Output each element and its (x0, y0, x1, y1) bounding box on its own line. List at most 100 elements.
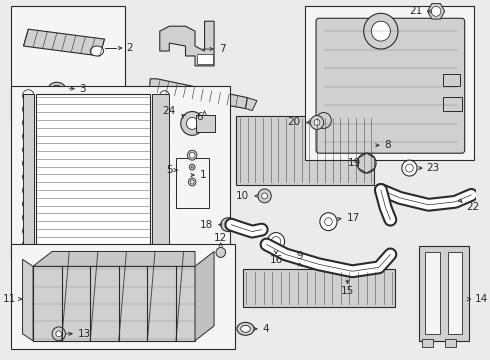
Bar (11, 86, 230, 260)
Bar (152, 94, 170, 247)
Circle shape (23, 130, 34, 142)
Text: 23: 23 (427, 163, 440, 173)
Circle shape (23, 171, 34, 183)
Circle shape (310, 116, 324, 129)
Circle shape (187, 150, 197, 160)
Bar (422, 339, 433, 347)
Circle shape (56, 331, 62, 337)
Bar (176, 158, 209, 208)
Text: 5: 5 (167, 165, 173, 175)
Circle shape (189, 164, 195, 170)
Circle shape (324, 218, 332, 226)
Circle shape (160, 212, 170, 222)
Text: 13: 13 (78, 329, 91, 339)
Bar (419, 247, 468, 341)
Text: 10: 10 (236, 191, 249, 201)
Circle shape (357, 153, 376, 173)
Text: 22: 22 (466, 202, 480, 212)
Bar (243, 269, 395, 307)
Text: 19: 19 (347, 158, 361, 168)
Circle shape (23, 117, 34, 129)
Circle shape (23, 90, 34, 102)
Text: 4: 4 (263, 324, 270, 334)
Circle shape (160, 118, 170, 128)
Bar (196, 114, 215, 132)
Text: 1: 1 (200, 170, 206, 180)
Circle shape (262, 193, 268, 199)
Circle shape (23, 239, 34, 251)
Circle shape (160, 91, 170, 100)
Circle shape (160, 239, 170, 249)
Bar (36, 94, 150, 247)
Bar (443, 74, 460, 86)
Text: 7: 7 (219, 44, 225, 54)
Text: 18: 18 (200, 220, 213, 230)
Circle shape (189, 152, 195, 158)
Circle shape (406, 164, 413, 172)
Circle shape (364, 13, 398, 49)
Polygon shape (147, 79, 247, 109)
Text: 11: 11 (2, 294, 16, 304)
Circle shape (23, 211, 34, 224)
Text: 17: 17 (346, 213, 360, 223)
Circle shape (160, 226, 170, 236)
Bar (11, 6, 125, 121)
Circle shape (160, 185, 170, 195)
Bar (236, 116, 374, 185)
Polygon shape (195, 251, 214, 341)
Bar (443, 96, 462, 111)
Circle shape (191, 166, 193, 168)
Text: 16: 16 (270, 255, 283, 265)
Circle shape (23, 103, 34, 115)
Text: 21: 21 (410, 6, 423, 16)
Text: 6: 6 (196, 112, 203, 122)
Circle shape (431, 6, 441, 16)
Circle shape (23, 144, 34, 156)
Circle shape (23, 184, 34, 196)
Circle shape (160, 145, 170, 155)
Polygon shape (24, 29, 104, 56)
Circle shape (268, 233, 285, 251)
Text: 2: 2 (126, 43, 133, 53)
Circle shape (160, 199, 170, 209)
Polygon shape (160, 21, 214, 66)
Circle shape (160, 131, 170, 141)
Circle shape (160, 172, 170, 182)
Ellipse shape (241, 325, 250, 332)
Text: 15: 15 (341, 286, 354, 296)
Text: 12: 12 (214, 233, 227, 243)
Bar (447, 252, 462, 334)
Bar (445, 339, 456, 347)
Circle shape (402, 160, 417, 176)
Circle shape (160, 104, 170, 114)
Circle shape (23, 157, 34, 169)
Circle shape (216, 247, 225, 257)
Text: 20: 20 (288, 117, 301, 127)
Text: 3: 3 (79, 84, 85, 94)
Text: 9: 9 (296, 251, 303, 261)
Polygon shape (23, 260, 33, 341)
Bar (425, 252, 440, 334)
Ellipse shape (237, 323, 254, 335)
Circle shape (23, 198, 34, 210)
Circle shape (181, 112, 204, 135)
Circle shape (187, 117, 198, 129)
Circle shape (320, 213, 337, 231)
Bar (11, 244, 235, 349)
Circle shape (190, 180, 194, 184)
FancyBboxPatch shape (316, 18, 465, 153)
Bar (197, 54, 213, 64)
Circle shape (314, 120, 320, 125)
Circle shape (271, 237, 281, 247)
Bar (23, 94, 34, 247)
Bar (33, 266, 195, 341)
Circle shape (316, 113, 331, 129)
Polygon shape (245, 98, 257, 111)
Polygon shape (33, 251, 195, 266)
Bar (305, 6, 474, 160)
Text: 8: 8 (385, 140, 392, 150)
Circle shape (160, 158, 170, 168)
Circle shape (188, 178, 196, 186)
Ellipse shape (49, 82, 66, 95)
Ellipse shape (221, 218, 236, 231)
